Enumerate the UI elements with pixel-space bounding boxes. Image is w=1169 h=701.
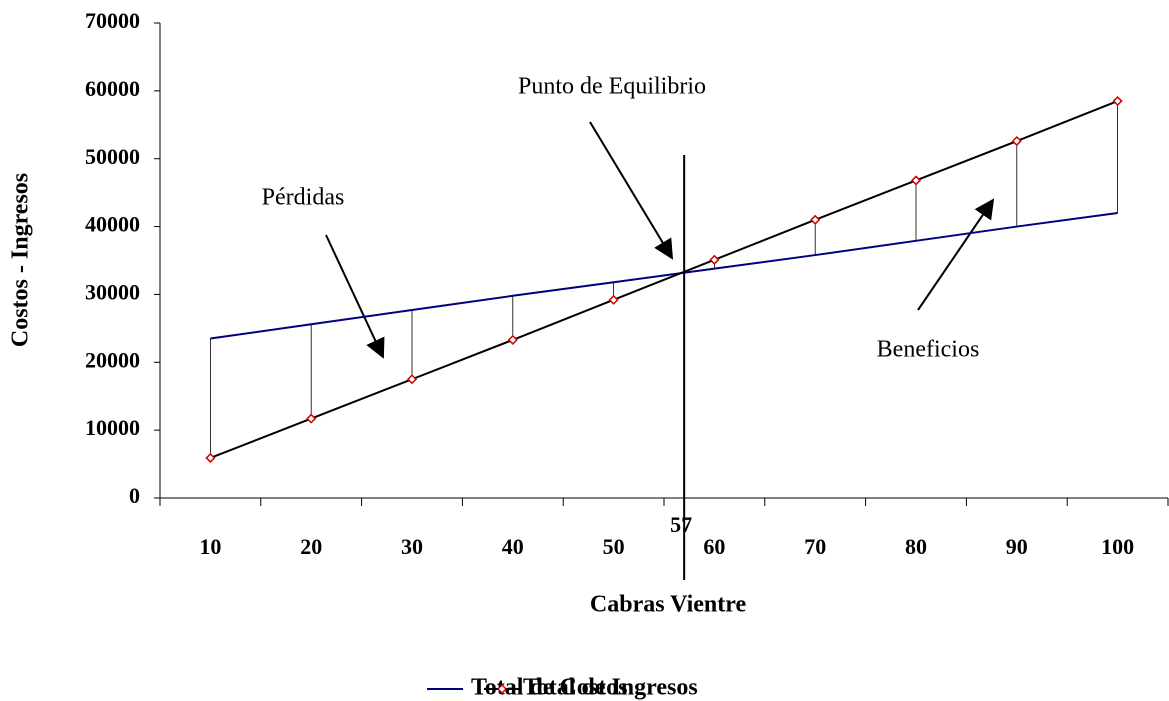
point <box>810 214 821 225</box>
point <box>306 413 317 424</box>
breakeven-label: 57 <box>670 512 692 537</box>
y-tick-label: 40000 <box>85 212 140 237</box>
legend-marker <box>496 683 508 695</box>
x-tick-label: 60 <box>703 534 725 559</box>
annotation: Punto de Equilibrio <box>518 74 706 100</box>
point <box>1112 95 1123 107</box>
arrow <box>917 198 995 311</box>
series-line <box>210 212 1118 340</box>
x-tick-label: 100 <box>1101 534 1134 559</box>
legend-label: Total de Costos <box>471 675 627 701</box>
point <box>910 175 922 186</box>
y-tick-label: 60000 <box>85 76 140 101</box>
arrow <box>325 234 385 359</box>
y-axis-title: Costos - Ingresos <box>8 173 34 347</box>
y-tick-label: 20000 <box>85 347 140 372</box>
legend-label: Total de Ingresos <box>523 675 698 701</box>
y-tick-label: 30000 <box>85 279 140 304</box>
point <box>1011 136 1022 147</box>
point <box>406 374 418 385</box>
x-axis-title: Cabras Vientre <box>590 592 747 618</box>
x-tick-label: 40 <box>502 534 524 559</box>
point <box>608 294 619 305</box>
y-tick-label: 0 <box>129 483 140 508</box>
y-tick-label: 70000 <box>85 8 140 33</box>
x-tick-label: 70 <box>804 534 826 559</box>
point <box>507 334 518 345</box>
x-tick-label: 50 <box>603 534 625 559</box>
x-tick-label: 80 <box>905 534 927 559</box>
point <box>709 254 720 265</box>
series-line <box>210 100 1118 459</box>
x-tick-label: 30 <box>401 534 423 559</box>
annotation: Beneficios <box>877 337 980 363</box>
arrow <box>589 121 674 260</box>
y-tick-label: 50000 <box>85 144 140 169</box>
x-tick-label: 90 <box>1006 534 1028 559</box>
x-tick-label: 20 <box>300 534 322 559</box>
y-tick-label: 10000 <box>85 415 140 440</box>
x-tick-label: 10 <box>199 534 221 559</box>
annotation: Pérdidas <box>262 185 345 211</box>
point <box>205 452 216 464</box>
